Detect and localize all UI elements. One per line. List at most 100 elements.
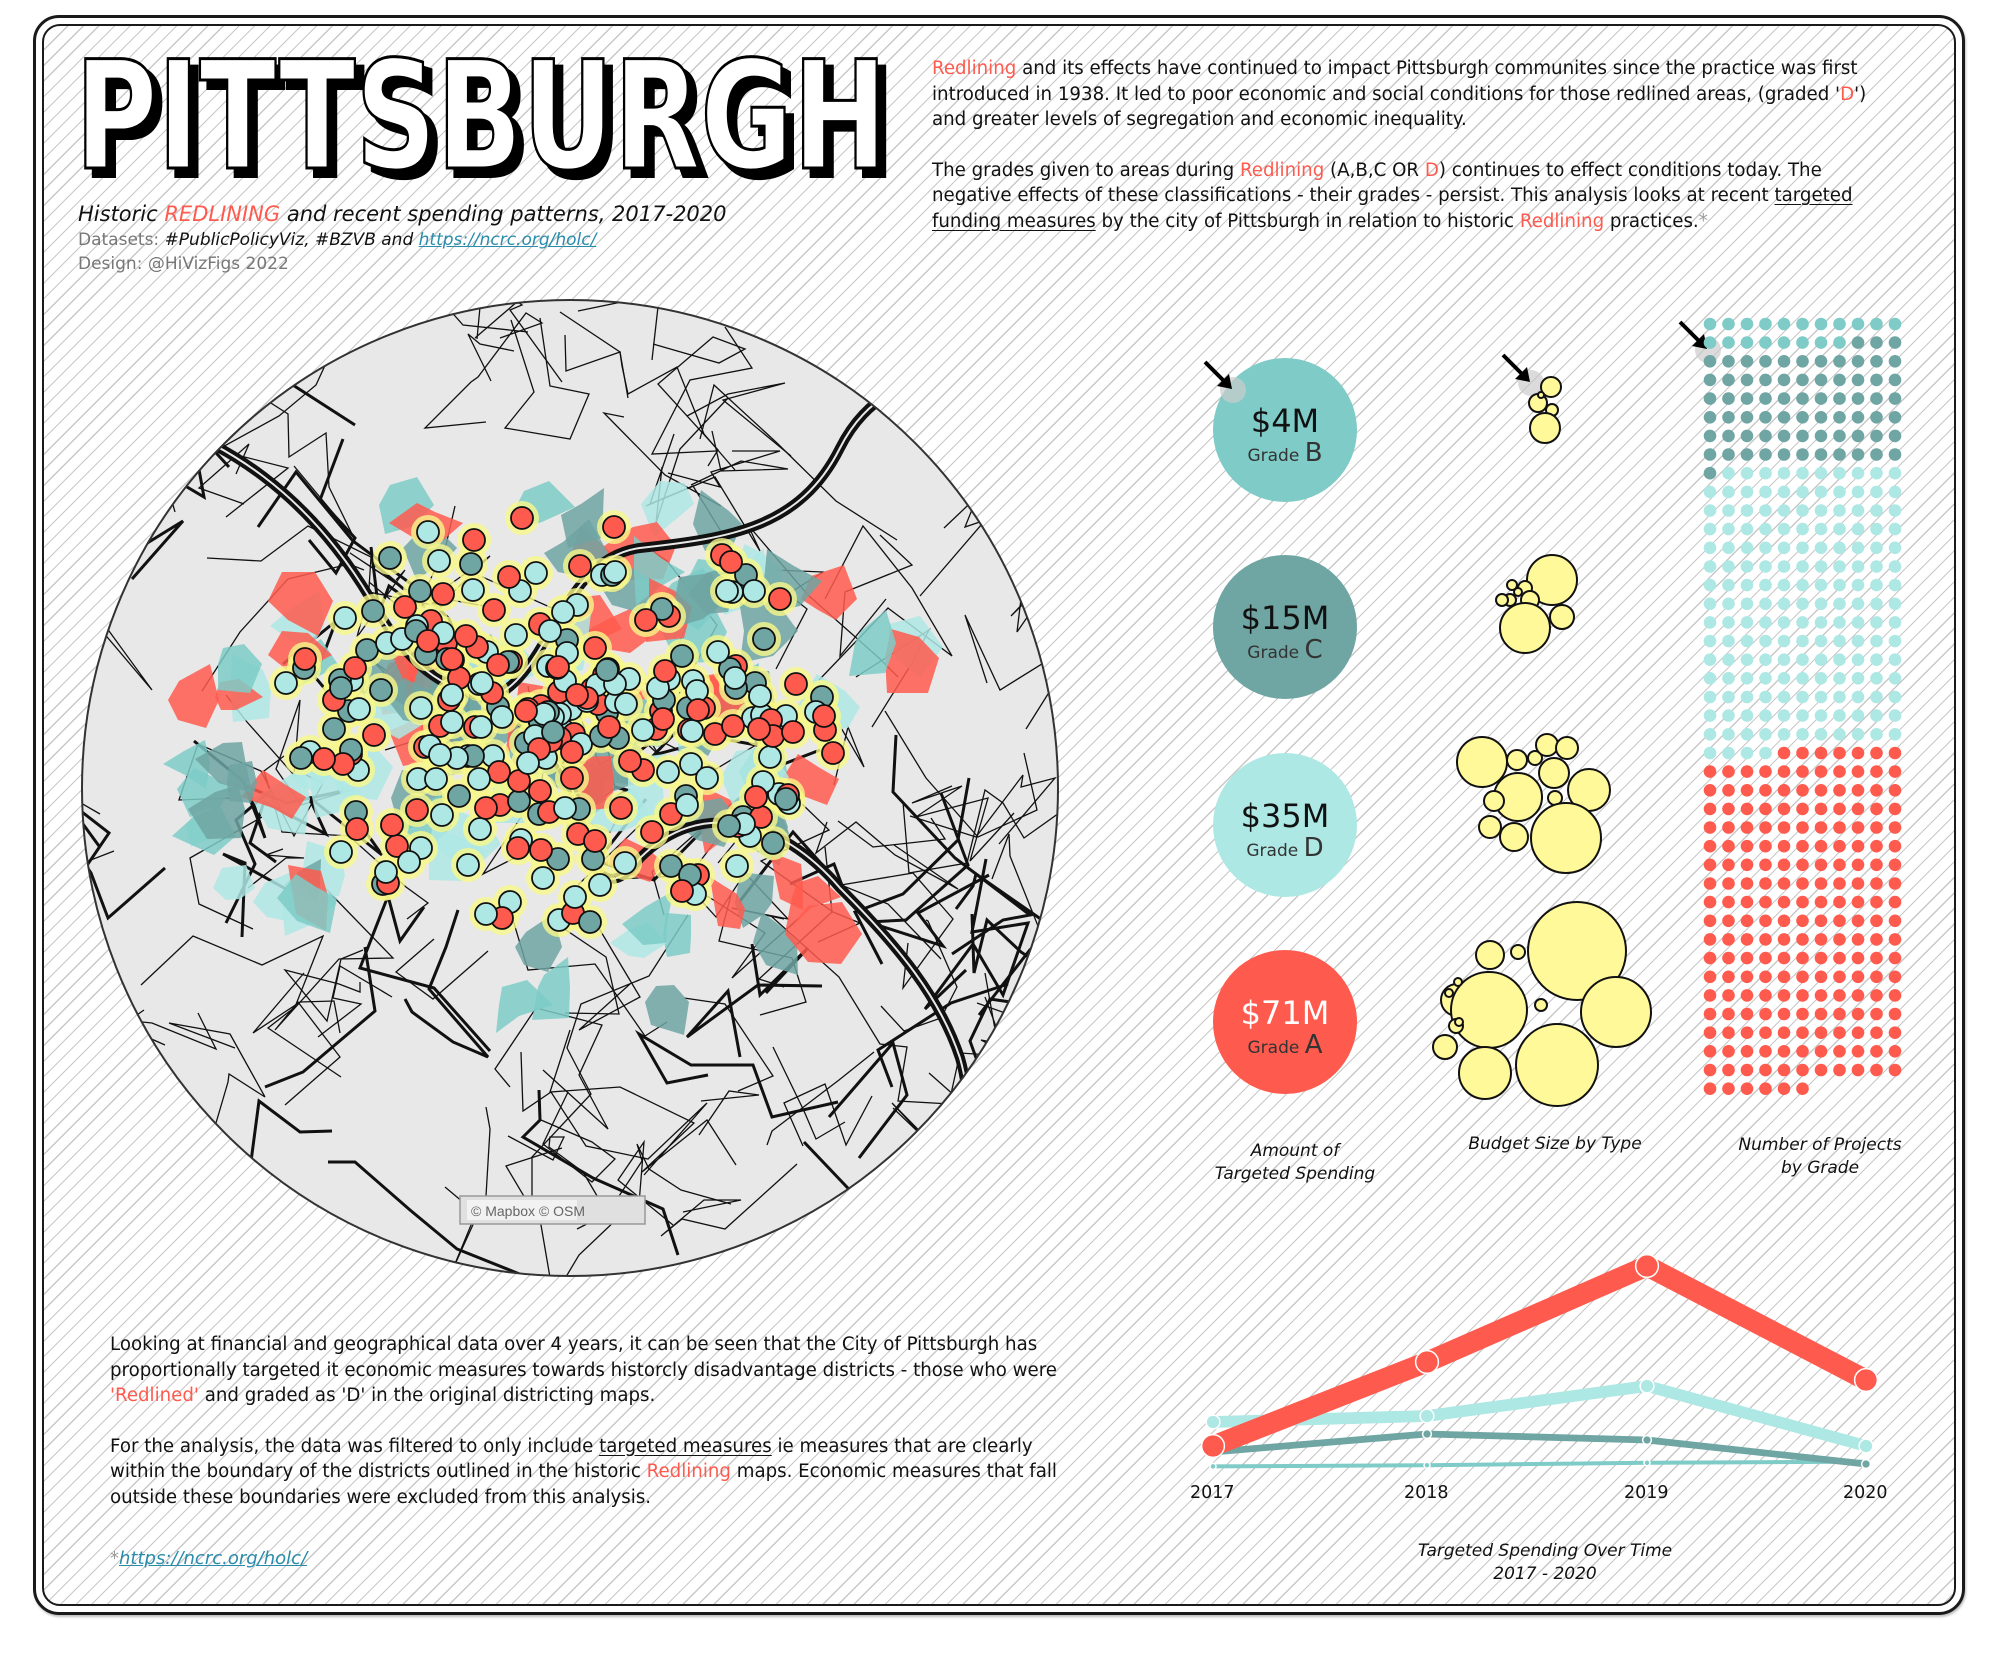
project-dot-grade-a bbox=[1796, 839, 1809, 853]
project-dot-grade-a bbox=[1796, 1045, 1809, 1058]
project-dot-grade-a bbox=[1740, 933, 1754, 946]
project-dot-grade-d bbox=[1833, 597, 1846, 611]
text-segment: ') and greater levels of segregation and… bbox=[932, 83, 1867, 131]
map-road bbox=[206, 525, 372, 589]
project-dot-grade-d bbox=[1888, 672, 1902, 685]
project-dot-grade-a bbox=[1870, 839, 1883, 853]
text-segment: Looking at financial and geographical da… bbox=[110, 1334, 1057, 1381]
title-face: PITTSBURGH bbox=[75, 48, 887, 188]
project-dot-grade-a bbox=[1759, 933, 1772, 946]
map-project-point bbox=[583, 636, 607, 660]
project-dot-grade-d bbox=[1759, 597, 1772, 611]
project-dot-grade-a bbox=[1833, 951, 1846, 965]
caption-amount-line2: Targeted Spending bbox=[1214, 1164, 1376, 1184]
redlining-map[interactable]: © Mapbox © OSM bbox=[80, 298, 1060, 1278]
project-dot-grade-d bbox=[1851, 672, 1865, 685]
map-road bbox=[540, 1091, 616, 1183]
map-project-point bbox=[553, 796, 577, 820]
project-dot-grade-a bbox=[1740, 784, 1754, 797]
datasets-link[interactable]: https://ncrc.org/holc/ bbox=[418, 230, 597, 250]
project-dot-grade-a bbox=[1703, 839, 1717, 853]
project-dot-grade-b bbox=[1814, 317, 1828, 331]
caption-projects: Number of Projects by Grade bbox=[1700, 1134, 1940, 1180]
map-road bbox=[247, 848, 305, 889]
project-dot-grade-d bbox=[1759, 690, 1772, 704]
map-project-point bbox=[274, 671, 298, 695]
project-dot-grade-d bbox=[1722, 634, 1735, 648]
budget-bubble-grade-a bbox=[1580, 976, 1652, 1048]
project-dot-grade-a bbox=[1851, 895, 1865, 909]
project-dot-grade-c bbox=[1722, 429, 1735, 443]
map-road bbox=[699, 383, 898, 541]
project-dot-grade-d bbox=[1888, 728, 1902, 741]
project-dot-grade-d bbox=[1814, 560, 1828, 573]
project-dot-grade-d bbox=[1833, 578, 1846, 592]
map-project-point bbox=[752, 627, 776, 651]
map-project-point bbox=[568, 554, 592, 578]
project-dot-grade-d bbox=[1888, 522, 1902, 536]
project-dot-grade-d bbox=[1870, 616, 1883, 629]
project-dot-grade-c bbox=[1833, 392, 1846, 405]
project-dot-grade-c bbox=[1851, 392, 1865, 405]
map-road bbox=[964, 614, 1058, 691]
project-dot-grade-a bbox=[1796, 821, 1809, 834]
project-dot-grade-d bbox=[1833, 522, 1846, 536]
project-dot-grade-d bbox=[1759, 746, 1772, 760]
map-project-point bbox=[474, 796, 498, 820]
map-project-point bbox=[482, 598, 506, 622]
project-dot-grade-a bbox=[1888, 1063, 1902, 1077]
project-dot-grade-d bbox=[1703, 541, 1717, 555]
project-dot-grade-d bbox=[1888, 485, 1902, 499]
map-border bbox=[81, 299, 1059, 1277]
project-dot-grade-a bbox=[1888, 839, 1902, 853]
data-point-grade-a bbox=[1414, 1349, 1440, 1375]
project-dot-grade-a bbox=[1703, 858, 1717, 872]
project-dot-grade-a bbox=[1703, 1082, 1717, 1095]
project-dot-grade-d bbox=[1851, 522, 1865, 536]
map-road bbox=[632, 300, 729, 361]
map-canvas[interactable]: © Mapbox © OSM bbox=[80, 298, 1060, 1278]
project-dot-grade-d bbox=[1740, 466, 1754, 480]
map-project-point bbox=[289, 746, 313, 770]
grade-label: Grade A bbox=[1213, 1030, 1357, 1060]
project-dot-grade-d bbox=[1703, 485, 1717, 499]
project-dot-grade-d bbox=[1888, 578, 1902, 592]
project-dot-grade-d bbox=[1796, 672, 1809, 685]
project-dot-grade-c bbox=[1851, 355, 1865, 368]
project-dot-grade-a bbox=[1888, 1026, 1902, 1039]
amount-value: $71M bbox=[1240, 994, 1330, 1032]
data-point-grade-d bbox=[1205, 1414, 1221, 1430]
map-project-point bbox=[723, 666, 747, 690]
project-dot-grade-a bbox=[1888, 1007, 1902, 1021]
map-attribution[interactable]: © Mapbox © OSM bbox=[471, 1203, 585, 1219]
map-road bbox=[520, 1089, 680, 1256]
budget-bubble-grade-b bbox=[1529, 412, 1561, 444]
project-dot-grade-c bbox=[1870, 392, 1883, 405]
project-dot-grade-c bbox=[1833, 411, 1846, 424]
arrow-icon-shaft bbox=[1678, 320, 1702, 344]
project-dot-grade-d bbox=[1814, 616, 1828, 629]
project-dot-grade-b bbox=[1814, 336, 1828, 349]
project-dot-grade-c bbox=[1870, 429, 1883, 443]
map-project-point bbox=[380, 813, 404, 837]
map-road bbox=[274, 888, 395, 1106]
map-road bbox=[168, 1022, 266, 1141]
map-project-point bbox=[456, 853, 480, 877]
map-road bbox=[852, 777, 971, 965]
footnote-link[interactable]: https://ncrc.org/holc/ bbox=[119, 1548, 308, 1569]
project-dot-grade-d bbox=[1722, 653, 1735, 666]
map-project-point bbox=[748, 684, 772, 708]
map-project-point bbox=[497, 565, 521, 589]
project-dot-grade-c bbox=[1796, 373, 1809, 387]
project-dot-grade-a bbox=[1833, 970, 1846, 984]
map-project-point bbox=[640, 820, 664, 844]
project-dot-grade-a bbox=[1740, 839, 1754, 853]
project-dot-grade-a bbox=[1777, 858, 1791, 872]
project-dot-grade-a bbox=[1796, 933, 1809, 946]
budget-bubble-grade-c bbox=[1499, 602, 1551, 654]
budget-bubble-grade-b bbox=[1540, 376, 1562, 398]
project-dot-grade-a bbox=[1870, 765, 1883, 778]
arrow-icon-shaft bbox=[1203, 360, 1227, 384]
project-dot-grade-d bbox=[1777, 672, 1791, 685]
